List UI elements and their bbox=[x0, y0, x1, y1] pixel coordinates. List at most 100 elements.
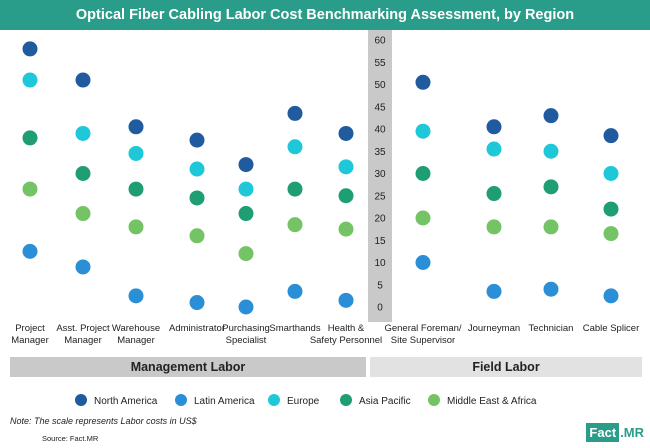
y-axis-ticks: 0 5 10 15 20 25 30 35 40 45 50 55 60 bbox=[374, 36, 386, 314]
data-point-middle-east-africa-9 bbox=[543, 219, 559, 235]
data-point-middle-east-africa-10 bbox=[603, 226, 619, 242]
data-point-latin-america-1 bbox=[75, 259, 91, 275]
data-point-middle-east-africa-1 bbox=[75, 206, 91, 222]
category-label-line: Project bbox=[15, 323, 45, 334]
y-axis-band bbox=[368, 30, 392, 322]
category-label-line: Technician bbox=[529, 323, 574, 334]
data-point-middle-east-africa-3 bbox=[189, 228, 205, 244]
data-point-asia-pacific-6 bbox=[338, 188, 354, 204]
data-point-latin-america-5 bbox=[287, 283, 303, 299]
category-label-line: Purchasing bbox=[222, 323, 270, 334]
logo-fact: Fact bbox=[586, 423, 620, 442]
category-label-line: Site Supervisor bbox=[391, 335, 455, 346]
data-point-middle-east-africa-0 bbox=[22, 181, 38, 197]
data-point-asia-pacific-2 bbox=[128, 181, 144, 197]
legend-item-asia-pacific: Asia Pacific bbox=[340, 394, 411, 409]
data-point-north-america-1 bbox=[75, 72, 91, 88]
data-point-middle-east-africa-5 bbox=[287, 217, 303, 233]
data-point-latin-america-3 bbox=[189, 295, 205, 311]
legend-item-north-america: North America bbox=[75, 394, 157, 409]
legend-item-europe: Europe bbox=[268, 394, 319, 409]
data-point-europe-5 bbox=[287, 139, 303, 155]
category-label-6: Health & Safety Personnel bbox=[310, 323, 382, 346]
y-tick-label: 15 bbox=[374, 236, 386, 247]
data-point-europe-0 bbox=[22, 72, 38, 88]
category-label-9: Technician bbox=[529, 323, 574, 334]
data-point-middle-east-africa-6 bbox=[338, 221, 354, 237]
data-point-europe-10 bbox=[603, 166, 619, 181]
legend-label: North America bbox=[94, 396, 158, 407]
data-point-north-america-0 bbox=[22, 41, 38, 57]
category-label-line: Administrator bbox=[169, 323, 225, 334]
category-label-line: Safety Personnel bbox=[310, 335, 382, 346]
category-label-line: Manager bbox=[64, 335, 102, 346]
category-label-line: Manager bbox=[11, 335, 49, 346]
factmr-logo: Fact .MR bbox=[586, 423, 644, 444]
legend-dot-asia-pacific bbox=[340, 394, 352, 406]
category-label-4: Purchasing Specialist bbox=[222, 323, 270, 346]
data-point-middle-east-africa-2 bbox=[128, 219, 144, 235]
data-point-middle-east-africa-8 bbox=[486, 219, 502, 235]
data-point-north-america-5 bbox=[287, 105, 303, 121]
legend-label: Asia Pacific bbox=[359, 396, 411, 407]
band-field-labor: Field Labor bbox=[370, 357, 642, 377]
y-tick-label: 45 bbox=[374, 102, 386, 113]
y-tick-label: 5 bbox=[377, 280, 383, 291]
category-label-2: Warehouse Manager bbox=[112, 323, 160, 346]
data-point-asia-pacific-8 bbox=[486, 186, 502, 202]
category-label-8: Journeyman bbox=[468, 323, 520, 334]
y-tick-label: 55 bbox=[374, 58, 386, 69]
data-point-europe-1 bbox=[75, 125, 91, 141]
data-point-middle-east-africa-7 bbox=[415, 210, 431, 226]
data-point-latin-america-8 bbox=[486, 283, 502, 299]
y-tick-label: 20 bbox=[374, 214, 386, 225]
legend-dot-north-america bbox=[75, 394, 87, 406]
category-label-line: General Foreman/ bbox=[384, 323, 461, 334]
data-point-asia-pacific-3 bbox=[189, 190, 205, 206]
data-point-latin-america-2 bbox=[128, 288, 144, 304]
data-points bbox=[22, 41, 619, 315]
band-management-labor: Management Labor bbox=[10, 357, 366, 377]
legend-dot-europe bbox=[268, 394, 280, 406]
data-point-latin-america-4 bbox=[238, 299, 254, 315]
category-label-1: Asst. Project Manager bbox=[56, 323, 110, 346]
legend-label: Middle East & Africa bbox=[447, 396, 537, 407]
legend-item-middle-east-africa: Middle East & Africa bbox=[428, 394, 536, 409]
category-label-line: Warehouse bbox=[112, 323, 160, 334]
data-point-asia-pacific-0 bbox=[22, 130, 38, 146]
note-text: Note: The scale represents Labor costs i… bbox=[10, 416, 197, 426]
data-point-europe-7 bbox=[415, 123, 431, 139]
source-text: Source: Fact.MR bbox=[42, 434, 99, 443]
data-point-north-america-10 bbox=[603, 128, 619, 144]
data-point-latin-america-7 bbox=[415, 255, 431, 270]
category-label-line: Manager bbox=[117, 335, 155, 346]
category-label-line: Health & bbox=[328, 323, 365, 334]
category-label-line: Specialist bbox=[226, 335, 267, 346]
y-tick-label: 30 bbox=[374, 169, 386, 180]
chart-title: Optical Fiber Cabling Labor Cost Benchma… bbox=[0, 0, 650, 30]
data-point-north-america-7 bbox=[415, 74, 431, 90]
data-point-europe-9 bbox=[543, 143, 559, 159]
y-tick-label: 40 bbox=[374, 125, 386, 136]
data-point-asia-pacific-10 bbox=[603, 201, 619, 217]
data-point-europe-6 bbox=[338, 159, 354, 175]
y-tick-label: 50 bbox=[374, 80, 386, 91]
category-label-7: General Foreman/Site Supervisor bbox=[384, 323, 461, 346]
data-point-europe-3 bbox=[189, 161, 205, 177]
data-point-north-america-3 bbox=[189, 132, 205, 148]
data-point-north-america-2 bbox=[128, 119, 144, 135]
category-label-10: Cable Splicer bbox=[583, 323, 640, 334]
data-point-north-america-9 bbox=[543, 108, 559, 124]
legend-label: Latin America bbox=[194, 396, 255, 407]
legend-item-latin-america: Latin America bbox=[175, 394, 255, 409]
logo-mr: .MR bbox=[620, 425, 644, 440]
data-point-europe-4 bbox=[238, 181, 254, 197]
category-label-line: Asst. Project bbox=[56, 323, 110, 334]
category-label-0: Project Manager bbox=[11, 323, 49, 346]
data-point-north-america-6 bbox=[338, 125, 354, 141]
category-label-5: Smarthands bbox=[269, 323, 320, 334]
data-point-latin-america-6 bbox=[338, 292, 354, 308]
y-tick-label: 25 bbox=[374, 191, 386, 202]
